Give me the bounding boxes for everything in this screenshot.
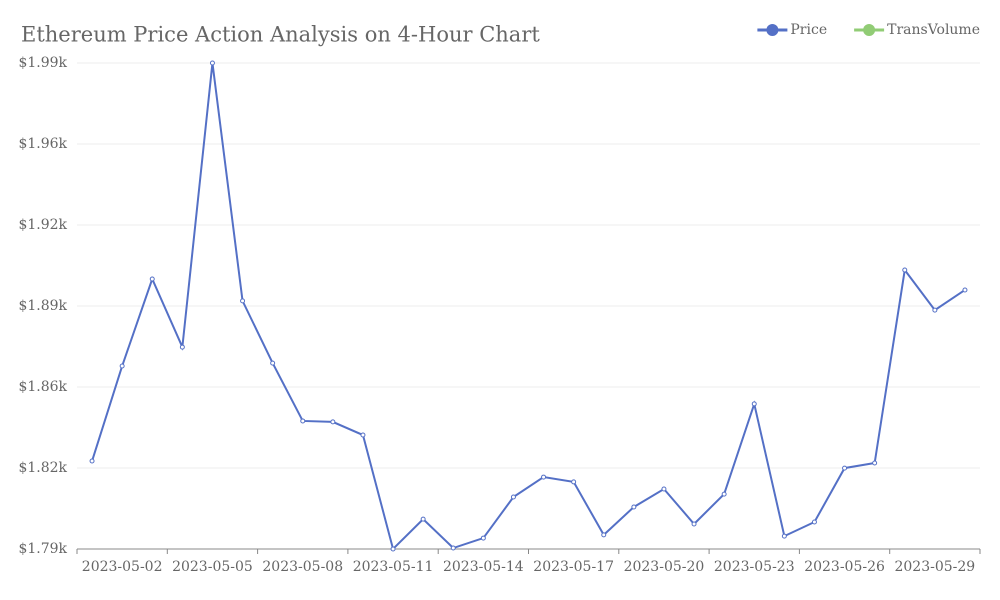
x-tick-label: 2023-05-23 [714, 559, 795, 575]
point [360, 432, 366, 438]
point [420, 516, 426, 522]
point [510, 494, 516, 500]
point [721, 491, 727, 497]
x-tick-label: 2023-05-26 [804, 559, 885, 575]
price-line [91, 62, 966, 551]
y-tick-label: $1.92k [18, 217, 67, 233]
legend-icon [863, 24, 876, 36]
y-tick-label: $1.79k [18, 541, 67, 557]
y-tick-label: $1.89k [18, 298, 67, 314]
point [450, 545, 456, 551]
legend-label: TransVolume [887, 22, 980, 38]
point [661, 486, 667, 492]
y-tick-label: $1.96k [18, 136, 67, 152]
point [571, 479, 577, 485]
y-tick-label: $1.86k [18, 379, 67, 395]
point [932, 307, 938, 313]
point [390, 546, 396, 552]
point [601, 532, 607, 538]
point [330, 419, 336, 425]
point [691, 521, 697, 527]
point [270, 360, 276, 366]
y-tick-label: $1.99k [18, 55, 67, 71]
point [842, 465, 848, 471]
point [631, 504, 637, 510]
point [89, 458, 95, 464]
point [902, 267, 908, 273]
point [209, 60, 215, 66]
x-tick-label: 2023-05-20 [624, 559, 705, 575]
chart-title: Ethereum Price Action Analysis on 4-Hour… [21, 23, 540, 47]
x-tick-label: 2023-05-08 [262, 559, 343, 575]
x-tick-label: 2023-05-29 [894, 559, 975, 575]
y-tick-label: $1.82k [18, 460, 67, 476]
point [781, 533, 787, 539]
point [751, 401, 757, 407]
point [541, 474, 547, 480]
point [962, 287, 968, 293]
x-tick-label: 2023-05-05 [172, 559, 253, 575]
point [480, 535, 486, 541]
point [119, 363, 125, 369]
point [300, 418, 306, 424]
point [872, 460, 878, 466]
legend-label: Price [790, 22, 827, 38]
point [179, 344, 185, 350]
x-tick-label: 2023-05-02 [82, 559, 163, 575]
x-tick-label: 2023-05-17 [533, 559, 614, 575]
point [811, 519, 817, 525]
x-tick-label: 2023-05-14 [443, 559, 524, 575]
legend-icon [766, 24, 779, 36]
x-tick-label: 2023-05-11 [353, 559, 434, 575]
point [149, 276, 155, 282]
point [240, 298, 246, 304]
